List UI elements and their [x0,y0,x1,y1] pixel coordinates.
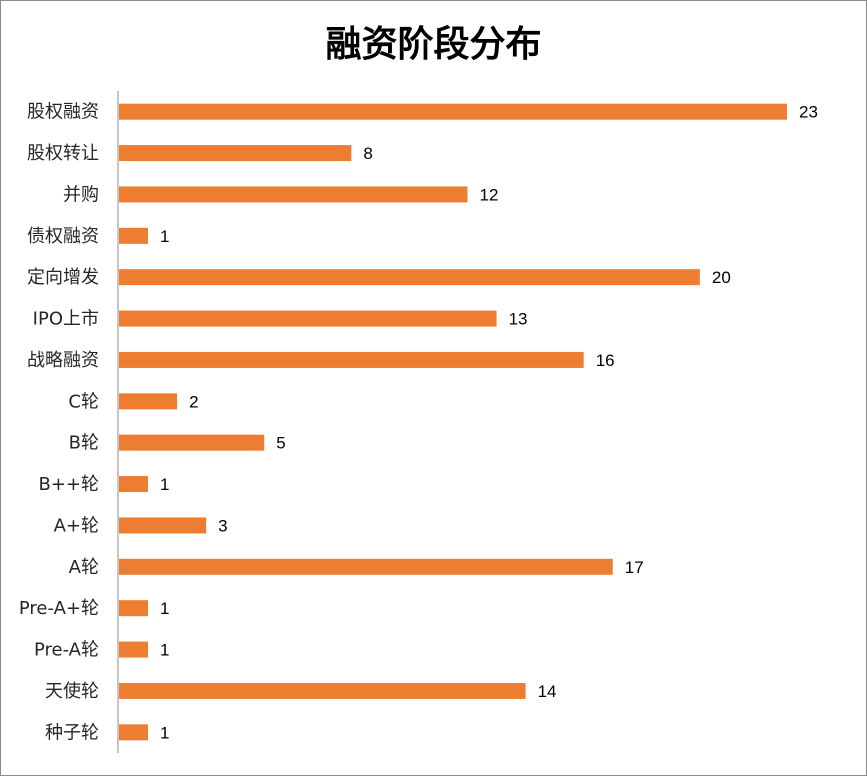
bar-10 [119,517,207,534]
category-label: A轮 [69,557,99,578]
value-label: 20 [712,268,731,287]
bar-15 [119,724,149,741]
category-label: IPO上市 [33,309,99,330]
value-label: 1 [160,475,169,494]
bar-5 [119,310,497,327]
bar-12 [119,600,149,617]
value-label: 2 [189,392,198,411]
value-label: 3 [218,516,227,535]
value-label: 17 [625,558,644,577]
bars-group [119,103,787,741]
bar-9 [119,476,149,493]
category-label: A+轮 [54,515,99,536]
value-label: 1 [160,641,169,660]
bar-2 [119,186,468,203]
bar-11 [119,558,613,575]
category-label: Pre-A轮 [34,640,99,661]
category-label: 定向增发 [27,267,99,288]
category-label: 并购 [63,184,99,205]
category-label: C轮 [68,391,99,412]
value-label: 1 [160,599,169,618]
category-label: 种子轮 [45,722,99,743]
bar-6 [119,351,584,368]
value-label: 5 [276,434,285,453]
category-label: B轮 [69,433,99,454]
bar-7 [119,393,178,410]
bar-4 [119,269,700,286]
value-label: 13 [509,310,528,329]
value-label: 14 [538,682,557,701]
value-label: 12 [480,185,499,204]
value-label: 1 [160,227,169,246]
bar-0 [119,103,787,120]
bar-8 [119,434,265,451]
category-label: 天使轮 [45,681,99,702]
bar-3 [119,227,149,244]
category-label: B++轮 [38,474,99,495]
bar-13 [119,641,149,658]
value-label: 23 [799,103,818,122]
category-label: Pre-A+轮 [19,598,99,619]
category-label: 战略融资 [27,350,99,371]
category-label: 股权融资 [27,102,99,123]
bar-14 [119,682,526,699]
bar-1 [119,145,352,162]
chart-title: 融资阶段分布 [325,24,542,65]
value-label: 1 [160,723,169,742]
category-label: 债权融资 [27,226,99,247]
category-label: 股权转让 [27,143,99,164]
value-label: 16 [596,351,615,370]
value-label: 8 [363,144,372,163]
